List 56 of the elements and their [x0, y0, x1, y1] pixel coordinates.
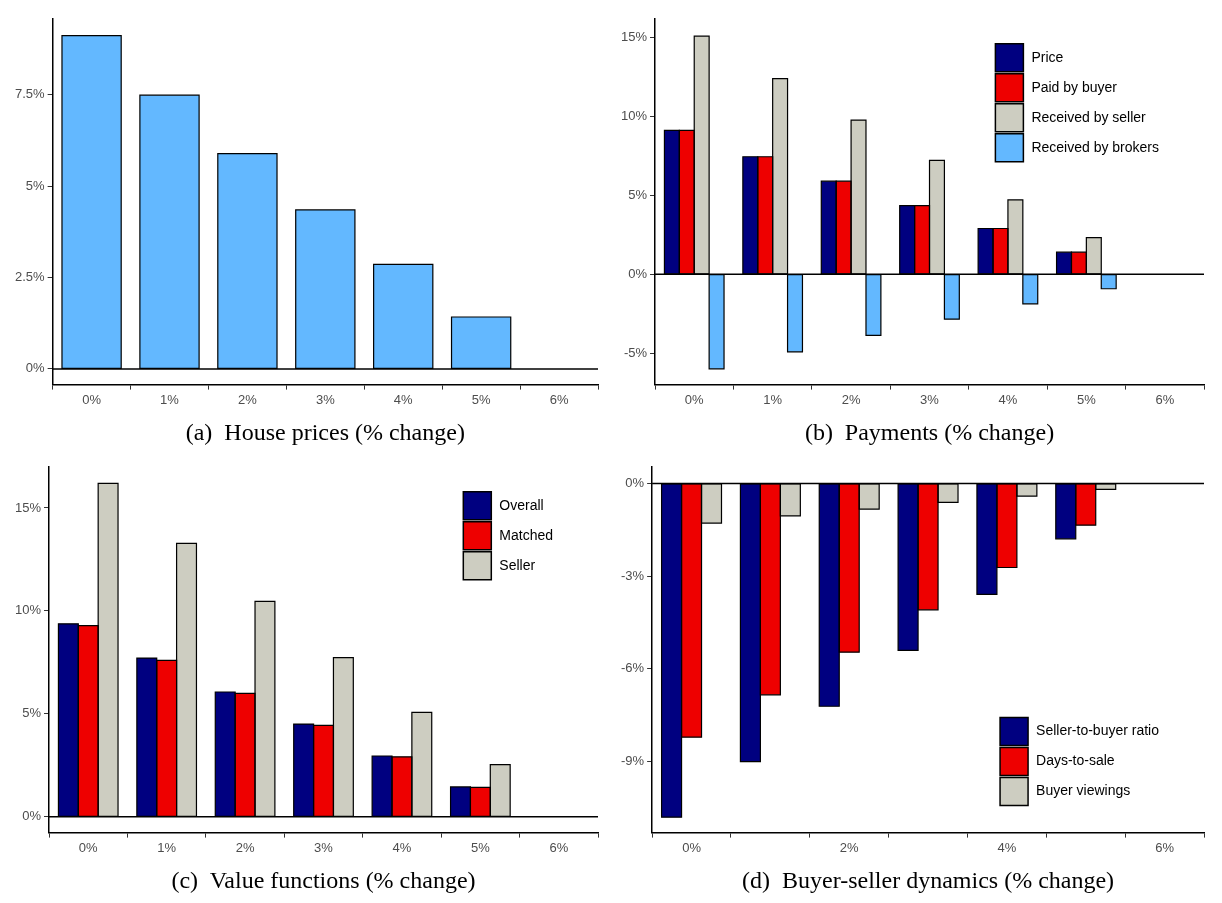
x-tick-label: 1% [160, 391, 180, 407]
legend-label: Price [1031, 48, 1064, 65]
y-tick-label: 2.5% [14, 269, 46, 285]
legend-label: Seller-to-buyer ratio [1036, 722, 1160, 739]
x-tick-label: 6% [1155, 839, 1175, 855]
y-tick-label: 0% [25, 360, 46, 376]
x-tick-label: 5% [470, 839, 491, 855]
x-tick-label: 4% [392, 839, 412, 855]
x-tick-label: 2% [238, 391, 258, 407]
legend-label: Seller [499, 556, 536, 573]
y-tick-label: 15% [620, 29, 648, 45]
x-axis-title: (a) House prices (% change) [185, 418, 465, 445]
x-tick-label: 5% [471, 391, 491, 407]
y-tick-label: 5% [22, 705, 42, 721]
legend-label: Buyer viewings [1036, 782, 1131, 799]
x-tick-label: 0% [78, 839, 99, 855]
y-tick-label: -3% [620, 567, 645, 583]
x-tick-label: 6% [549, 839, 569, 855]
x-axis-title: (b) Payments (% change) [804, 418, 1055, 445]
x-tick-label: 2% [841, 391, 861, 407]
x-tick-label: 2% [235, 839, 255, 855]
legend-label: Overall [499, 496, 544, 513]
x-tick-label: 3% [315, 391, 336, 407]
x-tick-label: 1% [763, 391, 783, 407]
legend-label: Days-to-sale [1036, 752, 1115, 769]
x-tick-label: 3% [920, 391, 940, 407]
legend-label: Paid by buyer [1031, 78, 1118, 95]
legend-label: Received by brokers [1031, 138, 1160, 155]
y-tick-label: -5% [623, 344, 648, 360]
x-tick-label: 0% [82, 391, 102, 407]
y-tick-label: 0% [625, 475, 645, 491]
y-tick-label: -9% [620, 753, 645, 769]
x-tick-label: 0% [682, 839, 702, 855]
x-tick-label: 6% [1155, 391, 1175, 407]
x-tick-label: 3% [314, 839, 334, 855]
x-tick-label: 0% [684, 391, 705, 407]
x-axis-title: (c) Value functions (% change) [171, 866, 476, 893]
y-tick-label: 10% [620, 108, 648, 124]
x-tick-label: 6% [549, 391, 569, 407]
legend-label: Matched [499, 526, 554, 543]
y-tick-label: 0% [22, 808, 42, 824]
y-tick-label: 5% [628, 186, 648, 202]
x-tick-label: 4% [997, 839, 1017, 855]
y-tick-label: 10% [14, 602, 42, 618]
y-tick-label: 15% [14, 499, 42, 515]
legend-label: Received by seller [1031, 108, 1147, 125]
x-tick-label: 4% [393, 391, 414, 407]
x-tick-label: 5% [1076, 391, 1097, 407]
y-tick-label: 5% [25, 177, 46, 193]
y-tick-label: 7.5% [14, 86, 46, 102]
x-tick-label: 1% [157, 839, 177, 855]
x-tick-label: 2% [839, 839, 860, 855]
y-tick-label: -6% [620, 660, 645, 676]
y-tick-label: 0% [628, 265, 648, 281]
x-axis-title: (d) Buyer-seller dynamics (% change) [742, 866, 1115, 893]
x-tick-label: 4% [998, 391, 1018, 407]
